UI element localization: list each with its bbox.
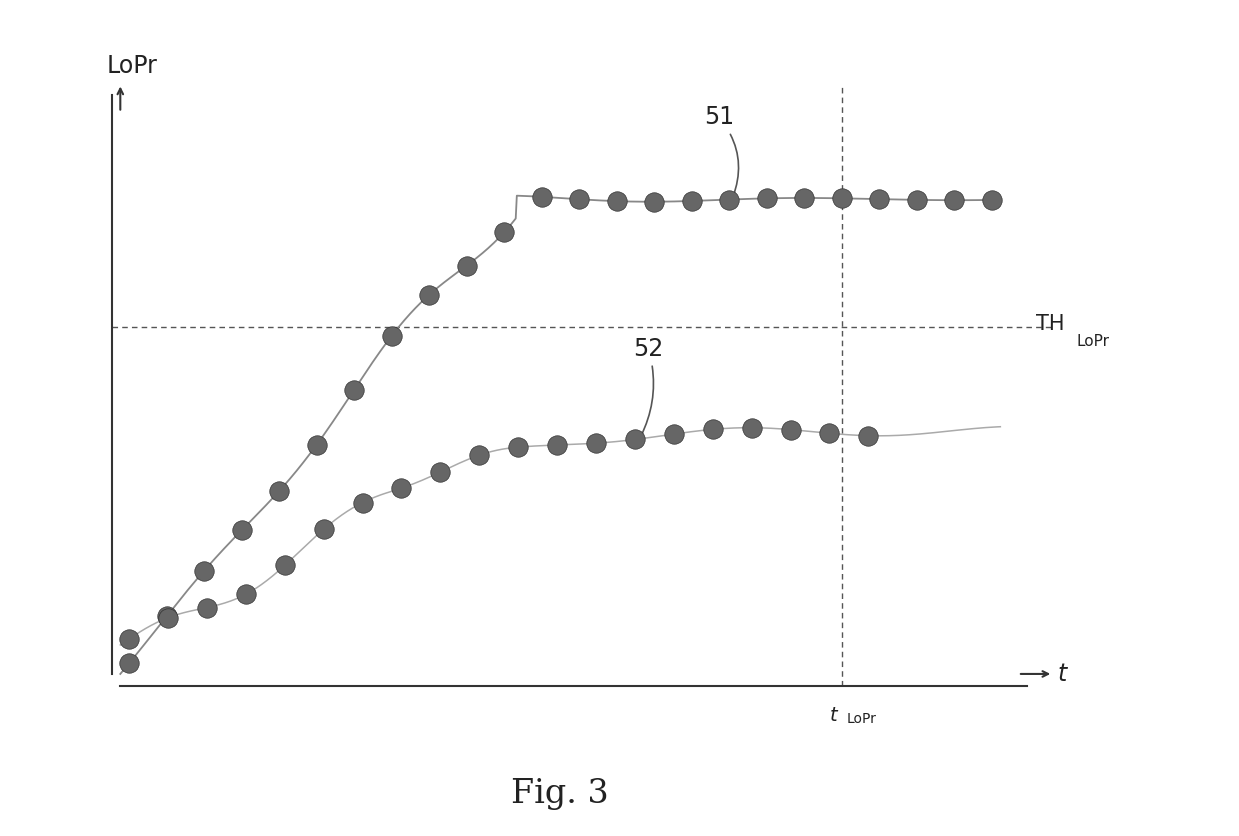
Text: TH: TH <box>1036 314 1064 334</box>
Text: LoPr: LoPr <box>107 54 159 78</box>
Text: t: t <box>1058 662 1067 686</box>
Text: 51: 51 <box>704 105 738 196</box>
Text: LoPr: LoPr <box>846 711 876 726</box>
Text: LoPr: LoPr <box>1077 334 1110 349</box>
Text: 52: 52 <box>633 337 663 436</box>
Text: t: t <box>830 706 838 725</box>
Text: Fig. 3: Fig. 3 <box>512 778 610 810</box>
